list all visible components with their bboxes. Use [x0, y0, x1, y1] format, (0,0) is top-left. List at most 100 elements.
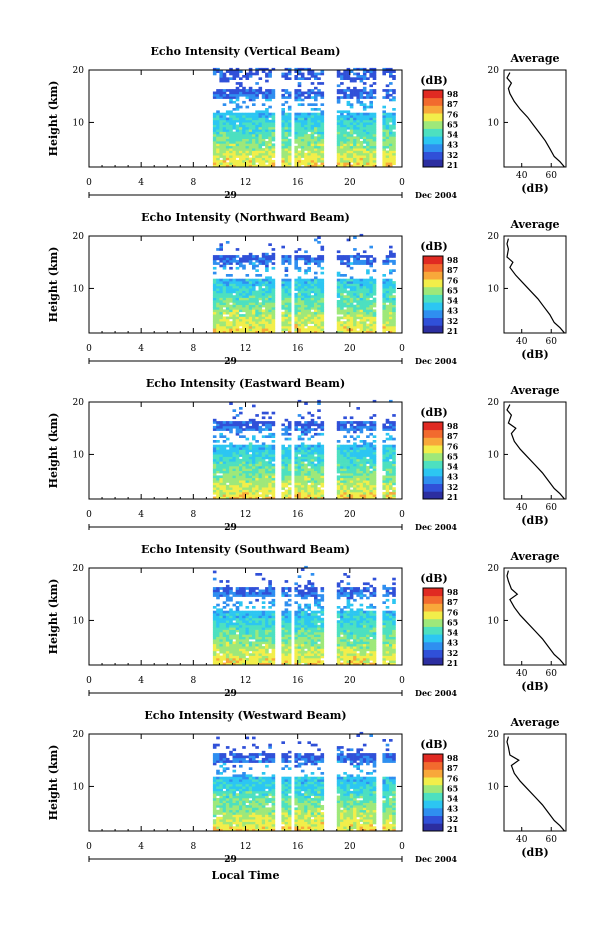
heatmap-cell	[281, 259, 285, 263]
heatmap-cell	[222, 620, 227, 623]
heatmap-cell	[225, 138, 230, 142]
heatmap-cell	[353, 447, 357, 450]
heatmap-cell	[349, 79, 354, 83]
heatmap-cell	[287, 314, 292, 317]
heatmap-cell	[258, 157, 263, 161]
heatmap-cell	[268, 489, 272, 493]
heatmap-cell	[284, 615, 289, 619]
heatmap-cell	[261, 155, 266, 158]
heatmap-cell	[239, 482, 243, 486]
heatmap-cell	[314, 141, 318, 144]
heatmap-cell	[362, 103, 367, 106]
heatmap-cell	[219, 115, 223, 118]
heatmap-cell	[297, 96, 302, 99]
heatmap-cell	[300, 72, 305, 76]
heatmap-cell	[336, 295, 341, 298]
heatmap-cell	[212, 480, 217, 483]
heatmap-cell	[359, 91, 364, 95]
heatmap-cell	[281, 632, 285, 635]
heatmap-cell	[372, 302, 377, 305]
heatmap-cell	[239, 489, 243, 493]
heatmap-cell	[235, 624, 240, 628]
heatmap-cell	[212, 330, 217, 334]
heatmap-cell	[314, 444, 318, 448]
heatmap-cell	[219, 458, 223, 462]
heatmap-cell	[307, 96, 311, 99]
heatmap-cell	[261, 657, 266, 661]
heatmap-cell	[336, 145, 341, 149]
heatmap-cell	[225, 96, 230, 99]
heatmap-cell	[225, 162, 230, 165]
heatmap-cell	[372, 157, 377, 161]
heatmap-cell	[300, 136, 305, 139]
heatmap-cell	[245, 650, 250, 654]
heatmap-cell	[235, 255, 240, 258]
heatmap-cell	[382, 468, 386, 471]
heatmap-cell	[232, 314, 237, 317]
heatmap-cell	[297, 91, 302, 95]
heatmap-cell	[362, 300, 367, 303]
heatmap-cell	[320, 157, 325, 161]
heatmap-cell	[252, 112, 256, 116]
heatmap-cell	[287, 615, 292, 619]
heatmap-cell	[212, 449, 217, 453]
heatmap-cell	[271, 136, 276, 139]
heatmap-cell	[268, 653, 272, 656]
heatmap-cell	[317, 473, 321, 476]
panel-2: Echo Intensity (Eastward Beam)2010Height…	[47, 377, 567, 533]
heatmap-cell	[235, 655, 240, 659]
heatmap-cell	[297, 632, 302, 635]
heatmap-cell	[255, 494, 259, 497]
heatmap-cell	[304, 126, 308, 130]
heatmap-cell	[385, 314, 390, 317]
heatmap-cell	[320, 444, 325, 448]
heatmap-cell	[239, 292, 243, 296]
heatmap-cell	[271, 423, 276, 427]
heatmap-cell	[248, 442, 253, 446]
heatmap-cell	[252, 278, 256, 282]
heatmap-cell	[284, 126, 289, 130]
heatmap-cell	[369, 255, 373, 258]
heatmap-cell	[392, 321, 396, 324]
heatmap-cell	[242, 145, 246, 149]
heatmap-cell	[212, 643, 217, 647]
heatmap-cell	[297, 311, 302, 315]
heatmap-cell	[346, 314, 351, 317]
heatmap-cell	[245, 302, 250, 305]
heatmap-cell	[359, 103, 364, 106]
heatmap-cell	[216, 300, 220, 303]
heatmap-cell	[232, 164, 237, 168]
heatmap-cell	[261, 428, 266, 431]
heatmap-cell	[307, 259, 311, 263]
heatmap-cell	[271, 255, 276, 258]
heatmap-cell	[265, 89, 269, 92]
heatmap-cell	[219, 449, 223, 453]
heatmap-cell	[235, 454, 240, 457]
heatmap-cell	[297, 136, 302, 139]
heatmap-cell	[222, 292, 227, 296]
heatmap-cell	[385, 255, 390, 258]
heatmap-cell	[261, 416, 266, 420]
heatmap-cell	[219, 134, 223, 137]
heatmap-cell	[219, 648, 223, 652]
heatmap-cell	[255, 318, 259, 322]
heatmap-cell	[255, 636, 259, 640]
heatmap-cell	[271, 67, 276, 71]
heatmap-cell	[242, 157, 246, 161]
heatmap-cell	[346, 330, 351, 334]
heatmap-cell	[372, 304, 377, 308]
heatmap-cell	[346, 297, 351, 301]
heatmap-cell	[346, 281, 351, 284]
heatmap-cell	[261, 321, 266, 324]
heatmap-cell	[212, 115, 217, 118]
heatmap-cell	[343, 152, 347, 156]
heatmap-cell	[362, 91, 367, 95]
heatmap-cell	[261, 484, 266, 488]
heatmap-cell	[382, 288, 386, 291]
heatmap-cell	[320, 309, 325, 313]
heatmap-cell	[239, 662, 243, 666]
heatmap-cell	[232, 444, 237, 448]
heatmap-cell	[252, 266, 256, 270]
colorbar-segment	[423, 143, 443, 152]
heatmap-cell	[216, 152, 220, 156]
